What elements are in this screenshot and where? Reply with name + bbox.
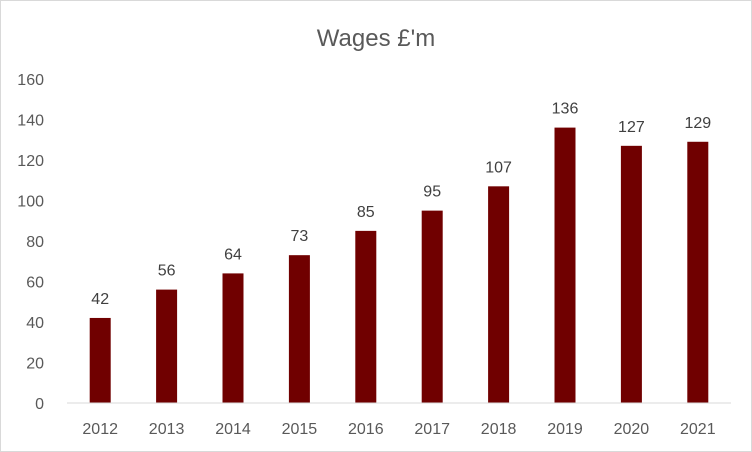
data-label: 56 [158,263,176,280]
x-tick-label: 2019 [547,421,583,438]
bar [355,230,377,403]
y-tick-label: 80 [26,234,44,251]
y-tick-label: 60 [26,275,44,292]
x-axis-ticks: 2012 2013 2014 2015 2016 2017 2018 2019 2020 2021 [82,421,715,438]
bar [687,141,709,403]
x-tick-label: 2017 [414,421,450,438]
y-tick-label: 120 [17,153,44,170]
x-tick-label: 2012 [82,421,118,438]
data-label: 136 [552,101,579,118]
data-label: 127 [618,119,645,136]
bar [554,127,576,403]
x-tick-label: 2016 [348,421,384,438]
x-tick-label: 2015 [282,421,318,438]
x-tick-label: 2014 [215,421,251,438]
y-axis-ticks: 0 20 40 60 80 100 120 140 160 [17,72,44,413]
chart-title: Wages £'m [317,25,435,52]
bars [89,127,709,403]
bar [620,145,642,403]
bar [156,289,178,403]
bar [89,317,111,403]
data-labels: 42 56 64 73 85 95 107 136 127 129 [91,101,711,308]
bar [222,273,244,403]
y-tick-label: 140 [17,113,44,130]
x-tick-label: 2013 [149,421,185,438]
y-tick-label: 40 [26,315,44,332]
data-label: 64 [224,246,242,263]
data-label: 107 [485,159,512,176]
y-tick-label: 20 [26,356,44,373]
data-label: 85 [357,204,375,221]
y-tick-label: 100 [17,194,44,211]
bar [288,255,310,403]
data-label: 73 [291,228,309,245]
y-tick-label: 160 [17,72,44,89]
bar [421,210,443,403]
x-tick-label: 2018 [481,421,517,438]
bar [488,186,510,403]
data-label: 129 [684,115,711,132]
x-tick-label: 2021 [680,421,716,438]
data-label: 95 [423,184,441,201]
data-label: 42 [91,291,109,308]
x-tick-label: 2020 [614,421,650,438]
y-tick-label: 0 [35,396,44,413]
